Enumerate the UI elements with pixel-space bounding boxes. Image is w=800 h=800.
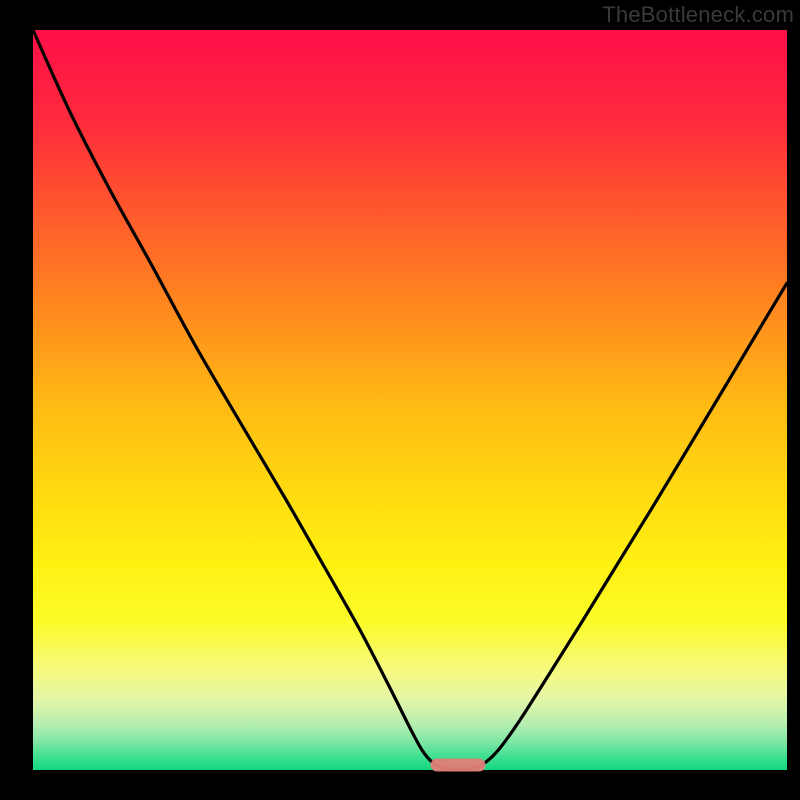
optimum-marker: [431, 759, 486, 772]
chart-background: [33, 30, 787, 770]
bottleneck-chart: [0, 0, 800, 800]
watermark-text: TheBottleneck.com: [602, 2, 794, 28]
